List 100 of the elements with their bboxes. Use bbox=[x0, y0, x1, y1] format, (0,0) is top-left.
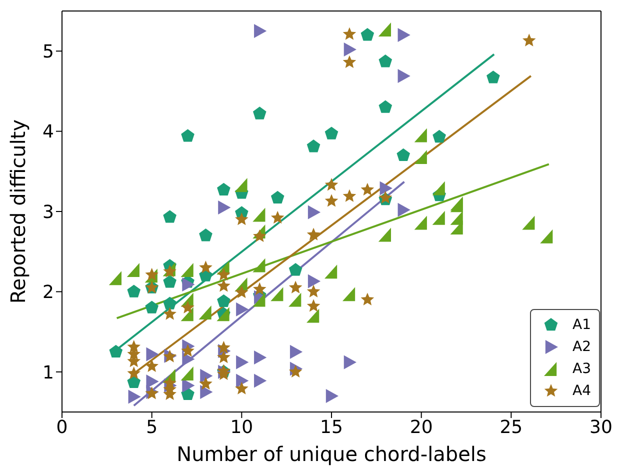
point bbox=[450, 220, 463, 235]
legend-label: A4 bbox=[572, 383, 591, 399]
point bbox=[218, 200, 231, 214]
point bbox=[432, 181, 445, 196]
point bbox=[306, 299, 320, 312]
legend-label: A1 bbox=[572, 317, 591, 333]
point bbox=[306, 228, 320, 240]
point bbox=[290, 344, 303, 359]
point bbox=[522, 216, 535, 230]
point bbox=[200, 368, 213, 383]
point bbox=[108, 271, 122, 286]
point bbox=[236, 374, 249, 388]
point bbox=[522, 34, 536, 46]
point bbox=[254, 374, 267, 388]
point bbox=[146, 347, 159, 362]
x-tick-label: 5 bbox=[146, 416, 158, 438]
x-tick-label: 10 bbox=[230, 416, 254, 438]
point bbox=[324, 178, 338, 191]
point bbox=[163, 307, 176, 320]
point bbox=[163, 210, 176, 223]
point bbox=[432, 210, 445, 225]
point bbox=[398, 202, 410, 217]
point bbox=[342, 287, 356, 302]
point bbox=[235, 382, 248, 394]
point bbox=[127, 340, 141, 353]
point bbox=[235, 212, 248, 226]
point bbox=[380, 181, 392, 196]
point bbox=[181, 129, 194, 142]
x-tick-label: 25 bbox=[500, 416, 523, 438]
point bbox=[252, 208, 266, 222]
point bbox=[236, 355, 249, 370]
point bbox=[163, 275, 176, 288]
point bbox=[288, 263, 302, 276]
point bbox=[127, 366, 141, 380]
point bbox=[344, 355, 356, 370]
point bbox=[200, 384, 213, 399]
point bbox=[181, 300, 194, 314]
x-tick-label: 30 bbox=[590, 416, 612, 438]
point bbox=[342, 55, 356, 68]
point bbox=[378, 100, 392, 113]
point bbox=[360, 292, 374, 306]
point bbox=[270, 210, 284, 224]
point bbox=[146, 374, 159, 389]
point bbox=[414, 128, 427, 142]
point bbox=[182, 352, 195, 366]
point bbox=[486, 70, 500, 84]
point bbox=[163, 296, 176, 310]
point bbox=[324, 264, 338, 279]
point bbox=[217, 294, 230, 307]
point bbox=[217, 268, 230, 281]
point bbox=[306, 140, 320, 152]
point bbox=[378, 22, 391, 36]
point bbox=[288, 280, 302, 294]
point bbox=[236, 302, 249, 316]
point bbox=[398, 68, 410, 83]
point bbox=[217, 350, 230, 364]
point bbox=[163, 264, 176, 278]
x-tick-label: 20 bbox=[410, 416, 433, 438]
point bbox=[308, 205, 321, 220]
point bbox=[182, 277, 195, 292]
point bbox=[252, 106, 266, 120]
point bbox=[126, 263, 140, 278]
x-axis-title: Number of unique chord-labels bbox=[176, 442, 486, 466]
point bbox=[127, 375, 141, 388]
point bbox=[540, 229, 553, 244]
point bbox=[181, 344, 194, 357]
point bbox=[308, 274, 321, 288]
point bbox=[199, 228, 212, 242]
point bbox=[288, 364, 302, 378]
y-tick-label: 2 bbox=[42, 282, 54, 304]
point bbox=[180, 366, 194, 380]
point bbox=[342, 27, 356, 40]
point bbox=[306, 308, 320, 323]
point bbox=[145, 359, 158, 372]
point bbox=[360, 28, 374, 41]
y-tick-label: 1 bbox=[42, 362, 54, 384]
point bbox=[378, 228, 391, 242]
point bbox=[217, 340, 230, 354]
point bbox=[254, 24, 267, 38]
legend-label: A3 bbox=[572, 361, 591, 377]
y-axis-title: Reported difficulty bbox=[6, 119, 30, 304]
point bbox=[182, 378, 195, 393]
point bbox=[398, 28, 410, 42]
point bbox=[127, 284, 141, 298]
point bbox=[199, 376, 212, 390]
y-tick-label: 4 bbox=[42, 122, 54, 143]
point bbox=[217, 182, 230, 196]
y-tick-label: 3 bbox=[42, 202, 54, 223]
point bbox=[270, 287, 284, 302]
point bbox=[198, 306, 212, 320]
point bbox=[270, 190, 284, 204]
point bbox=[109, 344, 123, 358]
point bbox=[342, 189, 356, 202]
point bbox=[235, 286, 248, 298]
point bbox=[145, 300, 158, 314]
point bbox=[181, 387, 194, 400]
point bbox=[306, 284, 320, 298]
point bbox=[396, 148, 410, 162]
y-tick-label: 5 bbox=[42, 41, 54, 62]
point bbox=[180, 307, 194, 322]
